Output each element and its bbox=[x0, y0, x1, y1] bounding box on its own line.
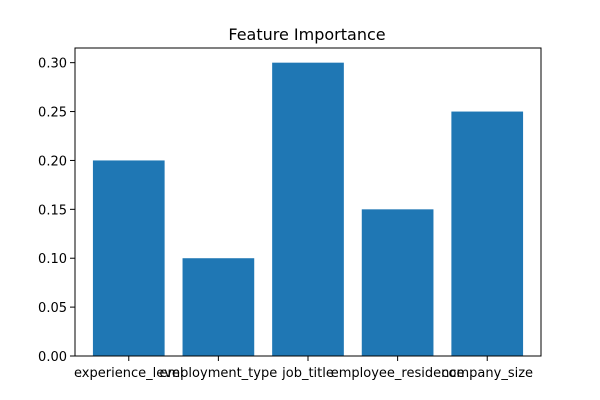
bar-experience_level bbox=[92, 160, 165, 356]
y-tick-label: 0.10 bbox=[38, 252, 67, 267]
y-tick-label: 0.20 bbox=[38, 154, 67, 169]
axes-frame bbox=[74, 47, 542, 357]
x-tick-label: employee_residence bbox=[331, 366, 465, 381]
y-tick-label: 0.25 bbox=[38, 106, 67, 121]
chart-title: Feature Importance bbox=[228, 25, 385, 44]
bar-employment_type bbox=[182, 258, 255, 356]
x-tick-label: job_title bbox=[281, 366, 334, 381]
x-tick-label: experience_level bbox=[74, 366, 183, 381]
y-tick-label: 0.30 bbox=[38, 57, 67, 72]
bar-job_title bbox=[272, 62, 344, 357]
x-tick-label: company_size bbox=[441, 366, 533, 381]
bar-employee_residence bbox=[361, 209, 434, 356]
y-tick-label: 0.15 bbox=[38, 203, 67, 218]
x-tick-label: employment_type bbox=[160, 366, 278, 381]
y-tick-label: 0.05 bbox=[38, 301, 67, 316]
plot-area: 0.00 0.05 0.10 0.15 0.20 0.25 0.30 experience_l… bbox=[38, 47, 542, 381]
y-tick-label: 0.00 bbox=[38, 350, 67, 365]
bar-company_size bbox=[451, 111, 524, 356]
